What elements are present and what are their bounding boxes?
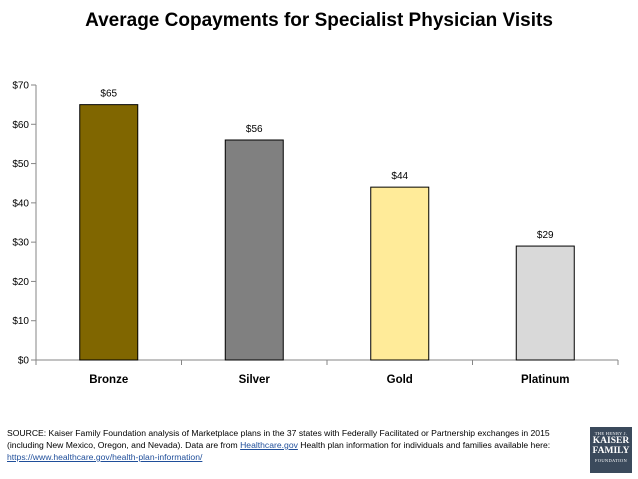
bar-silver xyxy=(224,139,284,361)
logo-line-3: FOUNDATION xyxy=(595,458,627,463)
source-text-2: Health plan information for individuals … xyxy=(297,440,551,450)
logo-line-2b: FAMILY xyxy=(592,446,630,456)
chart-title: Average Copayments for Specialist Physic… xyxy=(85,10,553,31)
y-tick-label: $60 xyxy=(12,120,29,131)
x-tick-label: Platinum xyxy=(521,374,570,386)
logo-line-2a: KAISER xyxy=(592,436,630,446)
x-tick-label: Silver xyxy=(239,374,271,386)
healthcare-gov-link[interactable]: Healthcare.gov xyxy=(240,440,298,450)
x-tick-label: Gold xyxy=(387,374,413,386)
x-tick-label: Bronze xyxy=(89,374,128,386)
y-tick-label: $40 xyxy=(12,198,29,209)
y-tick-label: $0 xyxy=(18,356,30,367)
y-tick-label: $20 xyxy=(12,277,29,288)
logo-line-1: THE HENRY J. xyxy=(594,431,628,436)
kff-logo: THE HENRY J. KAISER FAMILY FOUNDATION xyxy=(590,427,632,473)
y-tick-label: $30 xyxy=(12,238,29,249)
bar-platinum xyxy=(515,245,575,361)
data-label: $56 xyxy=(246,124,263,135)
data-label: $65 xyxy=(100,89,117,100)
bar-bronze xyxy=(79,104,139,361)
health-plan-info-link[interactable]: https://www.healthcare.gov/health-plan-i… xyxy=(7,452,203,462)
source-text-1: SOURCE: Kaiser Family Foundation analysi… xyxy=(7,428,550,450)
y-tick-label: $10 xyxy=(12,316,29,327)
data-label: $29 xyxy=(537,230,554,241)
source-note: SOURCE: Kaiser Family Foundation analysi… xyxy=(7,427,577,463)
bar-chart: $0 $10 $20 $30 $40 $50 $60 $70 $65 Bronze $56 Silve… xyxy=(12,81,619,386)
y-tick-label: $50 xyxy=(12,159,29,170)
data-label: $44 xyxy=(391,171,408,182)
y-tick-label: $70 xyxy=(12,81,29,92)
bar-gold xyxy=(370,186,430,361)
